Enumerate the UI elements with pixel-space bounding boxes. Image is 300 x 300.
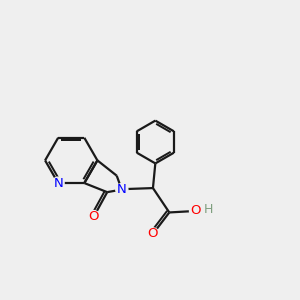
Text: O: O xyxy=(190,205,201,218)
Text: N: N xyxy=(117,183,127,196)
Circle shape xyxy=(147,228,159,240)
Text: O: O xyxy=(148,227,158,240)
Circle shape xyxy=(52,177,64,189)
Text: H: H xyxy=(204,203,213,216)
Circle shape xyxy=(116,184,128,196)
Text: N: N xyxy=(53,177,63,190)
Text: O: O xyxy=(88,210,99,223)
Circle shape xyxy=(88,211,100,223)
Circle shape xyxy=(190,205,201,217)
